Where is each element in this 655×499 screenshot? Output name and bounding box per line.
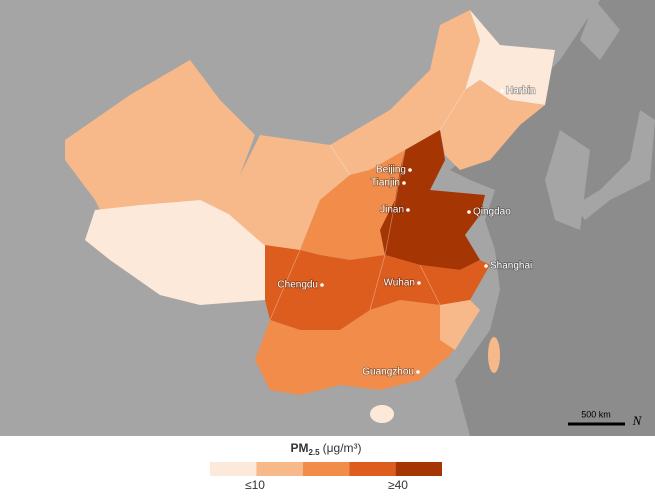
city-label: Guangzhou <box>362 367 414 378</box>
legend-swatch <box>302 462 350 476</box>
region <box>265 245 490 330</box>
city-label: Jinan <box>380 205 404 216</box>
region <box>200 135 350 250</box>
region <box>85 200 270 305</box>
region <box>440 300 480 350</box>
region <box>65 60 255 210</box>
city-labels: Harbin Beijing Tianjin Jinan Qingdao Shanghai… <box>277 85 537 379</box>
legend-swatches <box>210 462 442 476</box>
legend-title: PM2.5 (μg/m³) <box>290 441 361 457</box>
region <box>370 405 394 423</box>
neighbor-islands <box>545 0 655 230</box>
sea <box>450 0 655 436</box>
city-dot <box>408 168 412 172</box>
legend-title-sub: 2.5 <box>308 448 320 457</box>
north-arrow: N <box>632 413 643 428</box>
region <box>380 130 485 270</box>
city-dot <box>406 208 410 212</box>
legend-title-unit: (μg/m³) <box>323 441 362 455</box>
city-dot <box>402 181 406 185</box>
city-label: Qingdao <box>473 207 511 218</box>
region <box>300 150 405 260</box>
city-label: Harbin <box>506 86 535 97</box>
city-dot <box>320 283 324 287</box>
scale-label: 500 km <box>581 409 611 419</box>
province-borders <box>199 89 466 321</box>
region <box>465 10 555 105</box>
city-dot <box>484 264 488 268</box>
region <box>488 337 500 373</box>
legend-title-main: PM <box>290 441 308 455</box>
city-label: Chengdu <box>277 280 318 291</box>
region <box>260 10 480 175</box>
legend-swatch <box>395 462 442 476</box>
city-dot <box>416 370 420 374</box>
city-label: Wuhan <box>383 278 415 289</box>
city-label: Shanghai <box>490 261 532 272</box>
china-regions <box>65 10 555 423</box>
region <box>255 300 480 395</box>
city-dot <box>500 89 504 93</box>
city-label: Beijing <box>376 165 406 176</box>
region <box>440 80 545 170</box>
city-dot <box>467 210 471 214</box>
legend-swatch <box>210 462 257 476</box>
legend-min: ≤10 <box>245 478 265 492</box>
legend-swatch <box>349 462 396 476</box>
city-label: Tianjin <box>371 178 400 189</box>
legend-max: ≥40 <box>388 478 408 492</box>
city-dot <box>417 281 421 285</box>
legend-swatch <box>256 462 303 476</box>
